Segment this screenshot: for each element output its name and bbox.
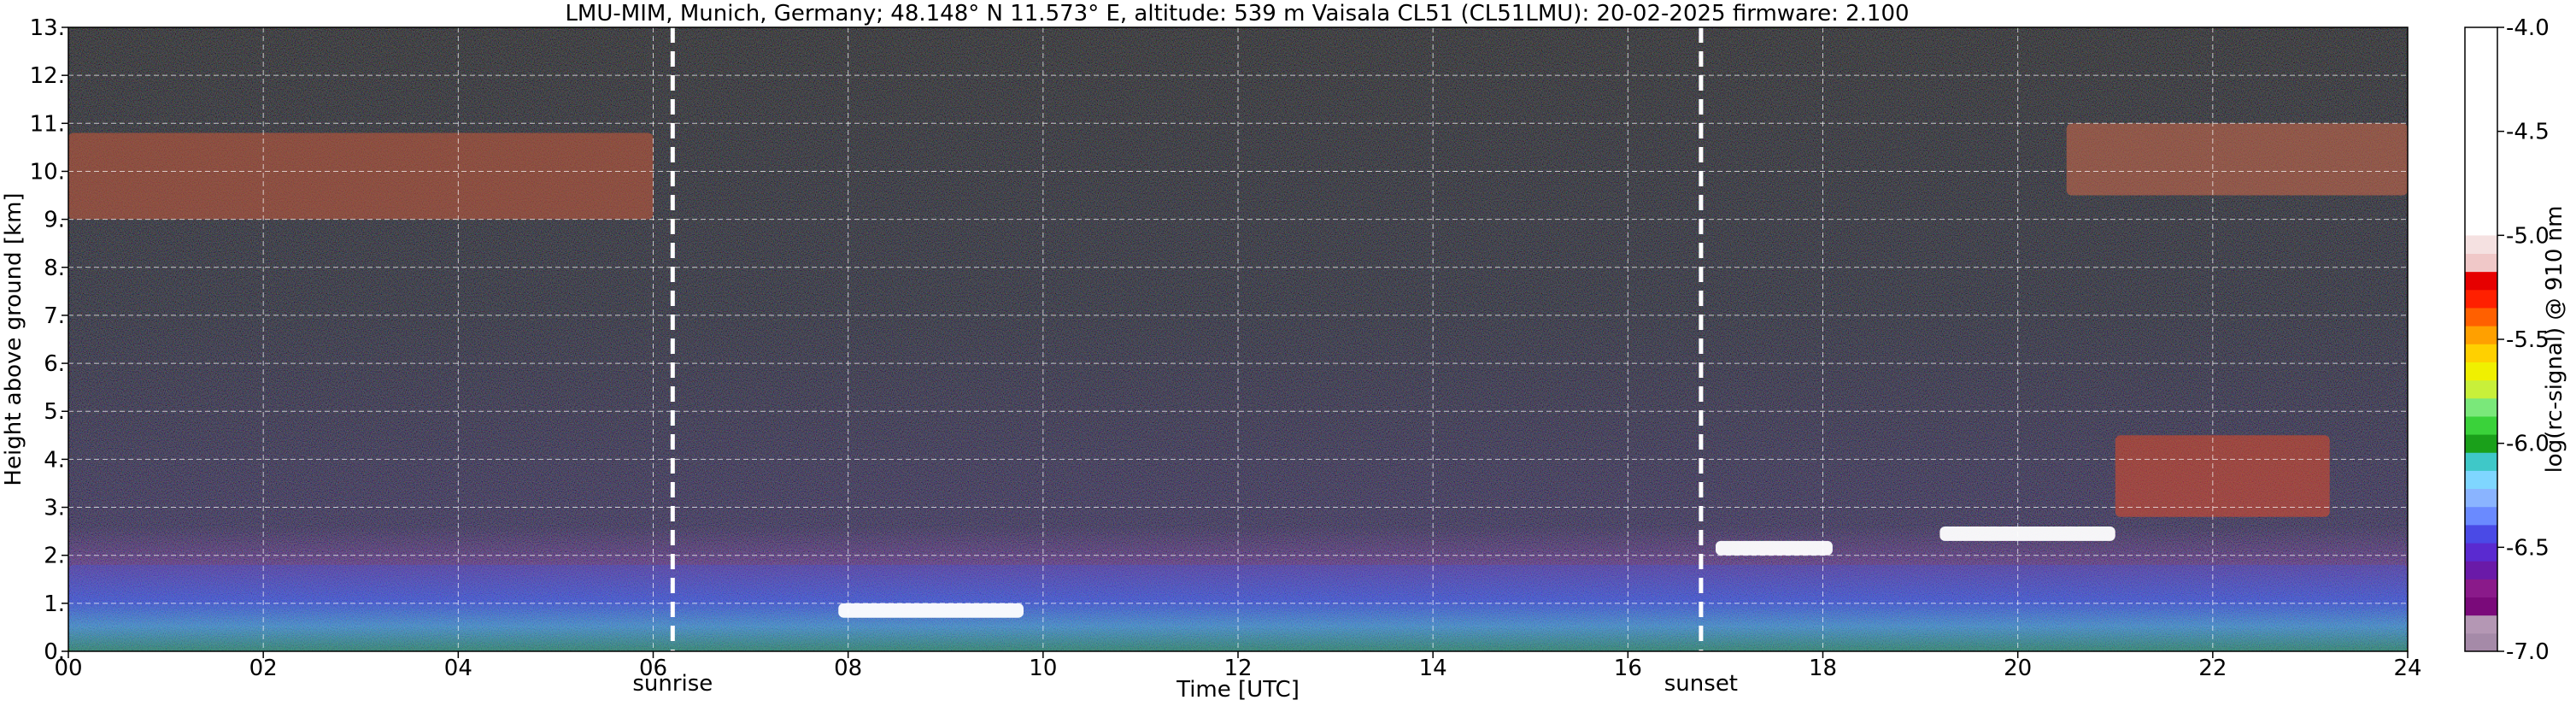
x-tick-label: 04 [444,656,472,681]
colorbar-segment [2465,543,2497,562]
y-tick-label: 9. [44,208,65,233]
sunrise-label: sunrise [632,671,713,697]
y-tick-label: 10. [30,159,65,185]
colorbar-tick-label: -4.0 [2506,15,2550,41]
colorbar-segment [2465,397,2497,417]
feature-mid-cloud-late [2115,435,2330,517]
colorbar-segment [2465,379,2497,399]
colorbar-tick-label: -7.0 [2506,639,2550,665]
colorbar-segment [2465,488,2497,508]
y-tick-label: 6. [44,351,65,377]
x-tick-label: 16 [1614,656,1642,681]
x-tick-label: 22 [2198,656,2227,681]
y-axis: 0. 1. 2. 3. 4. 5. 6. 7. 8. 9. 10. 11. 12. 13. [30,15,68,665]
y-tick-label: 2. [44,544,65,569]
x-axis-label: Time [UTC] [1176,677,1300,703]
colorbar-segment [2465,561,2497,580]
colorbar-segment [2465,271,2497,291]
colorbar-label: log(rc-signal) @ 910 nm [2542,206,2567,474]
colorbar-segment [2465,434,2497,453]
y-tick-label: 12. [30,63,65,89]
x-tick-label: 12 [1223,656,1252,681]
colorbar-tick-label: -5.5 [2506,327,2550,353]
y-tick-label: 4. [44,447,65,473]
y-tick-label: 3. [44,496,65,521]
sunset-label: sunset [1664,671,1738,697]
colorbar-segment [2465,470,2497,490]
colorbar-segment [2465,415,2497,435]
x-tick-label: 02 [249,656,278,681]
x-axis: 00 02 04 06 08 10 12 14 16 18 20 22 24 [54,651,2422,681]
y-tick-label: 1. [44,591,65,617]
x-tick-label: 14 [1419,656,1447,681]
x-tick-label: 24 [2393,656,2421,681]
y-tick-label: 7. [44,303,65,329]
colorbar-tick-label: -4.5 [2506,120,2550,145]
feature-cirrus-late [2066,123,2408,196]
colorbar-segment [2465,452,2497,471]
colorbar-segment [2465,632,2497,652]
colorbar-segment [2465,506,2497,526]
chart-title: LMU-MIM, Munich, Germany; 48.148° N 11.5… [565,1,1909,26]
y-axis-label: Height above ground [km] [1,192,26,485]
colorbar-segment [2465,289,2497,309]
colorbar-tick-label: -5.0 [2506,223,2550,249]
colorbar-segment [2465,362,2497,381]
colorbar-tick-label: -6.5 [2506,535,2550,561]
colorbar-segment [2465,235,2497,254]
colorbar-segment [2465,615,2497,634]
y-tick-label: 11. [30,111,65,137]
colorbar-segment [2465,27,2497,236]
colorbar-segment [2465,524,2497,544]
x-tick-label: 06 [639,656,667,681]
colorbar-segment [2465,326,2497,344]
y-tick-label: 5. [44,399,65,425]
colorbar-segment [2465,307,2497,327]
x-tick-label: 00 [54,656,82,681]
y-tick-label: 8. [44,256,65,281]
x-tick-label: 18 [1809,656,1837,681]
colorbar-segment [2465,597,2497,616]
y-tick-label: 0. [44,639,65,665]
colorbar-segment [2465,579,2497,598]
x-tick-label: 08 [834,656,862,681]
colorbar-tick-label: -6.0 [2506,432,2550,457]
x-tick-label: 10 [1029,656,1057,681]
colorbar: -4.0 -4.5 -5.0 -5.5 -6.0 -6.5 -7.0 [2464,15,2550,665]
y-tick-label: 13. [30,15,65,41]
colorbar-segment [2465,253,2497,273]
feature-cirrus-early [68,132,654,220]
feature-cloud-19-21 [1939,527,2115,541]
feature-cloud-17-19 [1716,540,1833,556]
plot-area [68,27,2408,651]
x-tick-label: 20 [2004,656,2032,681]
feature-cloud-08-10 [838,603,1024,618]
colorbar-segment [2465,344,2497,362]
